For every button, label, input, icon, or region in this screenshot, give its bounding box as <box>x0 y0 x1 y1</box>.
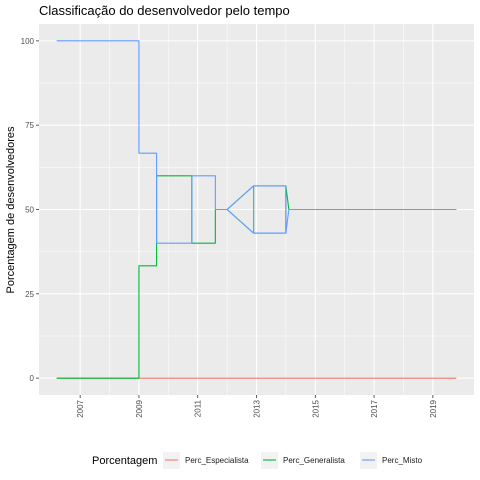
legend-title: Porcentagem <box>92 455 157 467</box>
x-tick-label: 2013 <box>253 399 262 417</box>
y-tick-label: 50 <box>25 206 34 215</box>
y-tick-label: 0 <box>30 374 35 383</box>
x-axis: 2007 2009 2011 2013 2015 2017 2019 <box>76 395 438 418</box>
legend-label: Perc_Generalista <box>283 456 345 465</box>
legend: Porcentagem Perc_Especialista Perc_Genera… <box>92 452 423 469</box>
x-tick-label: 2019 <box>429 399 438 417</box>
legend-items: Perc_Especialista Perc_Generalista Perc_Mi… <box>163 452 423 469</box>
legend-item-perc-especialista: Perc_Especialista <box>163 452 249 469</box>
legend-label: Perc_Especialista <box>185 456 249 465</box>
series-line-perc-misto <box>56 40 457 244</box>
legend-item-perc-misto: Perc_Misto <box>360 452 423 469</box>
y-tick-label: 100 <box>21 37 35 46</box>
legend-label: Perc_Misto <box>382 456 423 465</box>
y-axis-title: Porcentagem de desenvolvedores <box>5 126 17 293</box>
x-tick-label: 2007 <box>76 399 85 417</box>
x-tick-label: 2017 <box>370 399 379 417</box>
x-tick-label: 2011 <box>194 399 203 417</box>
x-tick-label: 2015 <box>311 399 320 417</box>
y-axis: 0 25 50 75 100 <box>21 37 39 383</box>
x-tick-label: 2009 <box>135 399 144 417</box>
series-layer <box>56 40 457 379</box>
legend-item-perc-generalista: Perc_Generalista <box>261 452 345 469</box>
y-tick-label: 75 <box>25 121 34 130</box>
chart-title: Classificação do desenvolvedor pelo temp… <box>39 3 290 18</box>
y-tick-label: 25 <box>25 290 34 299</box>
